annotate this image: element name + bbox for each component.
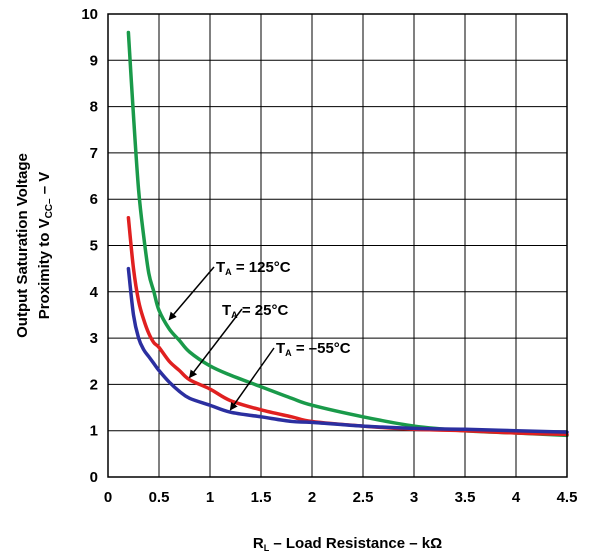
x-tick-label: 1.5 [251,489,272,506]
x-tick-label: 0.5 [149,489,170,506]
annotation-2: TA = –55°C [229,340,351,411]
annotation-label: TA = 125°C [216,259,291,277]
y-tick-label: 7 [90,145,98,162]
y-axis-title-line2-rest: – V [36,172,53,199]
y-axis-title-line2-sub: CC– [44,198,55,218]
series-layer [126,30,569,438]
y-tick-label: 6 [90,191,98,208]
annotation-label-sub: A [231,310,238,320]
annotation-label-rest: = 125°C [232,259,291,276]
x-tick-label: 2.5 [353,489,374,506]
annotation-label-main: T [216,259,225,276]
annotation-label: TA = 25°C [222,302,288,320]
annotation-arrow [168,266,215,321]
x-axis-title-main: R [253,535,264,552]
y-tick-label: 0 [90,469,98,486]
grid [107,13,568,478]
annotation-label: TA = –55°C [276,340,351,358]
annotation-label-rest: = 25°C [238,302,289,319]
annotation-arrow [229,347,275,411]
y-axis-title-line1: Output Saturation Voltage [14,153,31,338]
x-tick-label: 2 [308,489,316,506]
y-tick-label: 5 [90,238,98,255]
x-axis-title: RL – Load Resistance – kΩ [253,535,442,553]
y-tick-label: 4 [90,284,99,301]
y-axis-title-line2-main: Proximity to V [36,218,53,319]
y-tick-labels: 0 1 2 3 4 5 6 7 8 9 10 [81,6,98,486]
y-axis-title-line2: Proximity to VCC– – V [36,172,55,320]
y-tick-label: 10 [81,6,98,23]
annotation-label-main: T [222,302,231,319]
annotation-label-rest: = –55°C [292,340,351,357]
annotation-label-main: T [276,340,285,357]
plot-frame [107,13,568,478]
x-tick-label: 0 [104,489,112,506]
annotation-1: TA = 25°C [188,302,288,379]
x-axis-title-sub: L [264,543,270,553]
y-axis-title: Output Saturation Voltage Proximity to V… [14,153,55,338]
series-line-2 [126,266,569,434]
x-tick-label: 4 [512,489,521,506]
y-tick-label: 2 [90,376,98,393]
y-tick-label: 3 [90,330,98,347]
y-tick-label: 1 [90,423,98,440]
annotations: TA = 125°CTA = 25°CTA = –55°C [168,259,351,411]
x-tick-label: 4.5 [557,489,578,506]
annotation-label-sub: A [285,348,292,358]
x-tick-label: 3.5 [455,489,476,506]
x-tick-labels: 0 0.5 1 1.5 2 2.5 3 3.5 4 4.5 [104,489,578,506]
y-tick-label: 8 [90,99,98,116]
x-tick-label: 1 [206,489,214,506]
annotation-arrow [188,308,243,379]
annotation-label-sub: A [225,267,232,277]
x-tick-label: 3 [410,489,418,506]
annotation-0: TA = 125°C [168,259,291,321]
x-axis-title-rest: – Load Resistance – kΩ [269,535,442,552]
series-line-0 [126,30,569,438]
y-tick-label: 9 [90,52,98,69]
